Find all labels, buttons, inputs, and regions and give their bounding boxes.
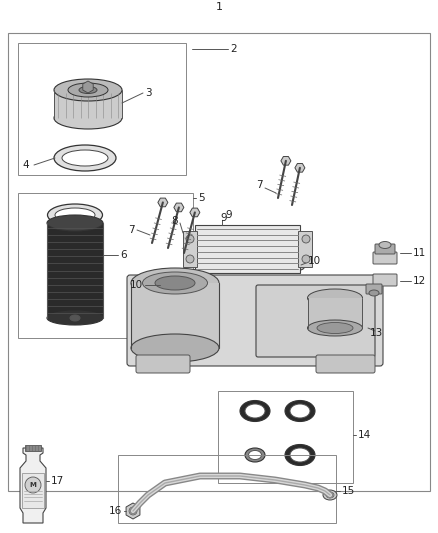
FancyBboxPatch shape (373, 274, 397, 286)
Ellipse shape (47, 215, 103, 231)
Circle shape (302, 235, 310, 243)
Ellipse shape (290, 404, 310, 418)
Text: 2: 2 (230, 44, 237, 54)
Ellipse shape (131, 334, 219, 362)
Bar (18, 43, 186, 175)
Ellipse shape (155, 276, 195, 290)
Bar (118, 455, 336, 523)
Text: 7: 7 (128, 225, 135, 235)
Bar (308, 298, 363, 328)
Ellipse shape (326, 492, 334, 498)
Circle shape (160, 280, 170, 290)
Ellipse shape (47, 204, 102, 226)
Bar (25, 445, 41, 451)
FancyBboxPatch shape (256, 285, 375, 357)
FancyBboxPatch shape (373, 252, 397, 264)
Circle shape (162, 282, 167, 287)
Circle shape (129, 507, 137, 515)
Ellipse shape (307, 289, 363, 307)
Ellipse shape (68, 83, 108, 97)
Text: 15: 15 (342, 486, 355, 496)
Ellipse shape (369, 290, 379, 296)
Ellipse shape (54, 79, 122, 101)
Bar (195, 225, 300, 273)
Ellipse shape (47, 311, 103, 325)
Ellipse shape (290, 448, 310, 462)
Ellipse shape (55, 208, 95, 222)
Text: 9: 9 (220, 213, 226, 223)
Text: 4: 4 (22, 160, 28, 170)
Bar (298, 231, 312, 267)
Text: 1: 1 (215, 2, 223, 12)
Circle shape (186, 255, 194, 263)
Text: 5: 5 (198, 193, 205, 203)
Ellipse shape (285, 445, 315, 465)
FancyBboxPatch shape (127, 275, 383, 366)
Text: 6: 6 (120, 250, 127, 260)
Ellipse shape (285, 400, 315, 422)
Circle shape (295, 260, 305, 270)
Ellipse shape (317, 322, 353, 334)
FancyBboxPatch shape (375, 244, 395, 254)
Ellipse shape (70, 315, 80, 321)
Text: 9: 9 (225, 210, 232, 220)
Ellipse shape (79, 86, 97, 93)
Text: 7: 7 (256, 180, 263, 190)
FancyBboxPatch shape (366, 284, 382, 294)
Ellipse shape (240, 400, 270, 422)
FancyBboxPatch shape (54, 90, 122, 118)
FancyBboxPatch shape (136, 355, 190, 373)
Text: 8: 8 (171, 216, 178, 226)
Ellipse shape (323, 490, 337, 500)
Text: 17: 17 (51, 476, 64, 486)
Circle shape (297, 262, 303, 268)
Ellipse shape (248, 450, 261, 459)
Text: 10: 10 (130, 280, 143, 290)
Text: 16: 16 (109, 506, 122, 516)
Bar (18, 193, 193, 338)
Circle shape (25, 477, 41, 493)
Ellipse shape (307, 320, 363, 336)
Text: 3: 3 (145, 88, 152, 98)
Ellipse shape (245, 448, 265, 462)
Circle shape (302, 255, 310, 263)
Text: 14: 14 (358, 430, 371, 440)
Bar (22, 473, 44, 508)
Ellipse shape (54, 145, 116, 171)
Polygon shape (20, 448, 46, 523)
FancyBboxPatch shape (316, 355, 375, 373)
Bar (131, 283, 219, 348)
Text: M: M (29, 482, 36, 488)
Ellipse shape (142, 272, 208, 294)
Ellipse shape (245, 404, 265, 418)
Circle shape (186, 235, 194, 243)
Bar (47, 223, 103, 318)
Ellipse shape (131, 268, 219, 298)
Bar (218, 391, 353, 483)
Text: 12: 12 (413, 276, 426, 286)
Ellipse shape (379, 241, 391, 248)
Bar (8, 33, 430, 491)
Text: 11: 11 (413, 248, 426, 258)
Text: 13: 13 (370, 328, 383, 338)
Text: 10: 10 (308, 256, 321, 266)
Bar (183, 231, 197, 267)
Ellipse shape (54, 107, 122, 129)
Ellipse shape (62, 150, 108, 166)
